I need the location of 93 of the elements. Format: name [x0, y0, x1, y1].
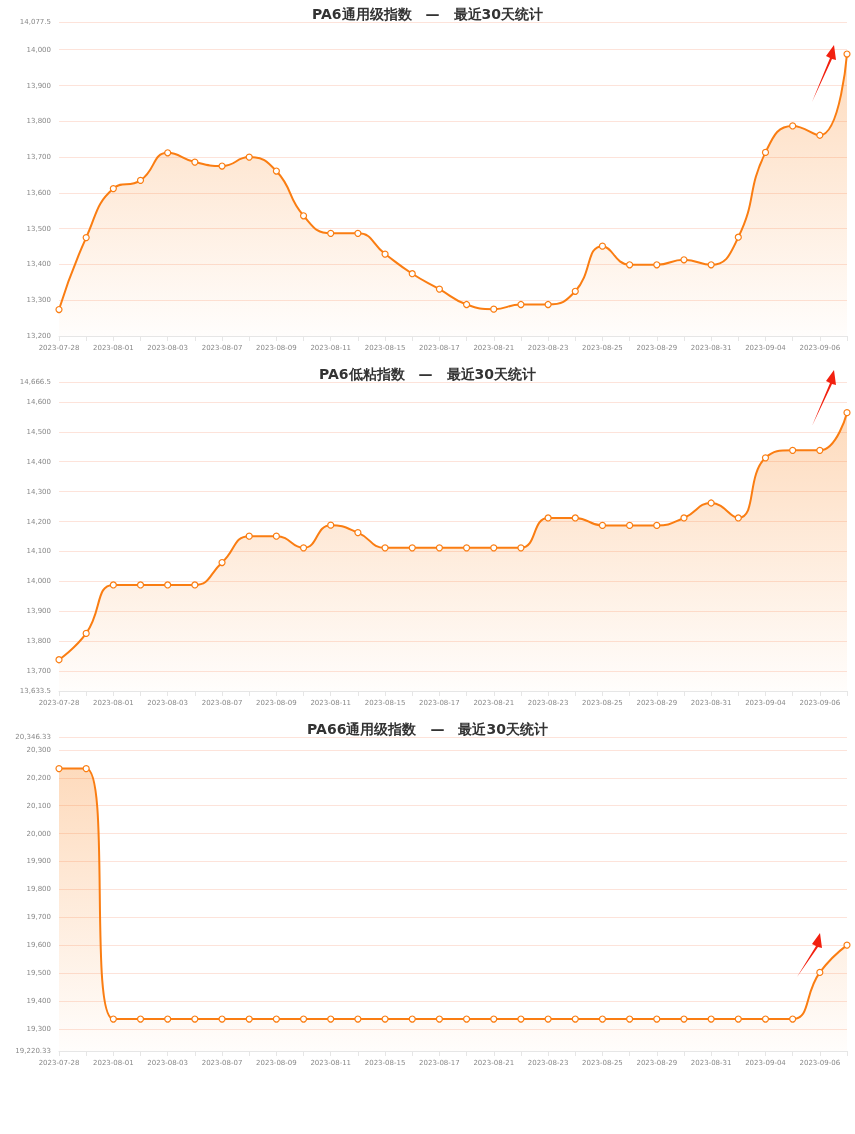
point	[272, 167, 280, 175]
point	[789, 1015, 797, 1023]
point	[517, 544, 525, 552]
point	[490, 305, 498, 313]
point	[435, 1015, 444, 1023]
point	[462, 544, 471, 552]
point	[789, 122, 797, 130]
point	[761, 1015, 770, 1023]
point	[136, 581, 145, 589]
point	[707, 1015, 715, 1023]
point	[707, 261, 715, 269]
point	[544, 514, 552, 522]
point	[707, 499, 715, 507]
point	[55, 305, 63, 314]
point	[598, 1015, 607, 1023]
point	[82, 629, 90, 638]
point	[218, 1015, 226, 1023]
point	[680, 514, 688, 522]
point	[734, 233, 742, 241]
point	[55, 765, 63, 773]
point	[571, 514, 579, 522]
point	[354, 529, 362, 537]
point	[245, 532, 253, 540]
point	[164, 581, 172, 589]
point	[136, 176, 145, 184]
point	[544, 300, 552, 309]
chart-title: PA66通用级指数 — 最近30天统计	[307, 721, 548, 737]
point	[653, 1015, 661, 1023]
point	[109, 1015, 117, 1023]
chart-title: PA6通用级指数 — 最近30天统计	[311, 6, 544, 22]
point	[462, 300, 471, 309]
point	[327, 521, 335, 529]
point	[109, 581, 117, 589]
point	[626, 261, 634, 269]
point	[299, 1015, 308, 1023]
point	[816, 446, 824, 454]
point	[164, 149, 172, 157]
point	[218, 558, 226, 567]
point	[381, 1015, 389, 1023]
point	[435, 285, 444, 293]
point	[843, 409, 851, 417]
point	[164, 1015, 172, 1023]
point	[816, 968, 824, 977]
point	[571, 1015, 579, 1023]
point	[354, 229, 362, 237]
point	[191, 1015, 199, 1023]
point	[517, 1015, 525, 1023]
point	[109, 184, 117, 193]
point	[544, 1015, 552, 1023]
point	[626, 1015, 634, 1023]
point	[381, 544, 389, 552]
point	[843, 50, 851, 58]
point	[653, 261, 661, 269]
point	[598, 521, 607, 530]
point	[245, 1015, 253, 1023]
point	[327, 229, 335, 237]
point	[626, 521, 634, 530]
point	[408, 1015, 416, 1023]
point	[435, 544, 444, 552]
chart-title: PA6低粘指数 — 最近30天统计	[318, 366, 537, 382]
point	[381, 250, 389, 258]
point	[680, 1015, 688, 1023]
point	[843, 941, 851, 949]
point	[272, 1015, 280, 1023]
point	[299, 212, 308, 220]
point	[571, 287, 579, 295]
point	[761, 454, 770, 462]
point	[598, 242, 607, 250]
point	[82, 234, 90, 242]
point	[245, 153, 253, 161]
point	[462, 1015, 471, 1023]
point	[789, 446, 797, 454]
point	[517, 300, 525, 309]
point	[354, 1015, 362, 1023]
point	[408, 270, 416, 278]
point	[136, 1015, 145, 1023]
point	[680, 256, 688, 264]
point	[191, 158, 199, 166]
point	[218, 162, 226, 170]
point	[82, 765, 90, 773]
point	[55, 656, 63, 664]
point	[761, 148, 770, 157]
point	[653, 521, 661, 530]
point	[816, 131, 824, 139]
point	[408, 544, 416, 552]
point	[734, 514, 742, 522]
point	[734, 1015, 742, 1023]
point	[490, 544, 498, 552]
point	[490, 1015, 498, 1023]
point	[327, 1015, 335, 1023]
point	[272, 532, 280, 540]
point	[191, 581, 199, 589]
point	[299, 544, 308, 552]
